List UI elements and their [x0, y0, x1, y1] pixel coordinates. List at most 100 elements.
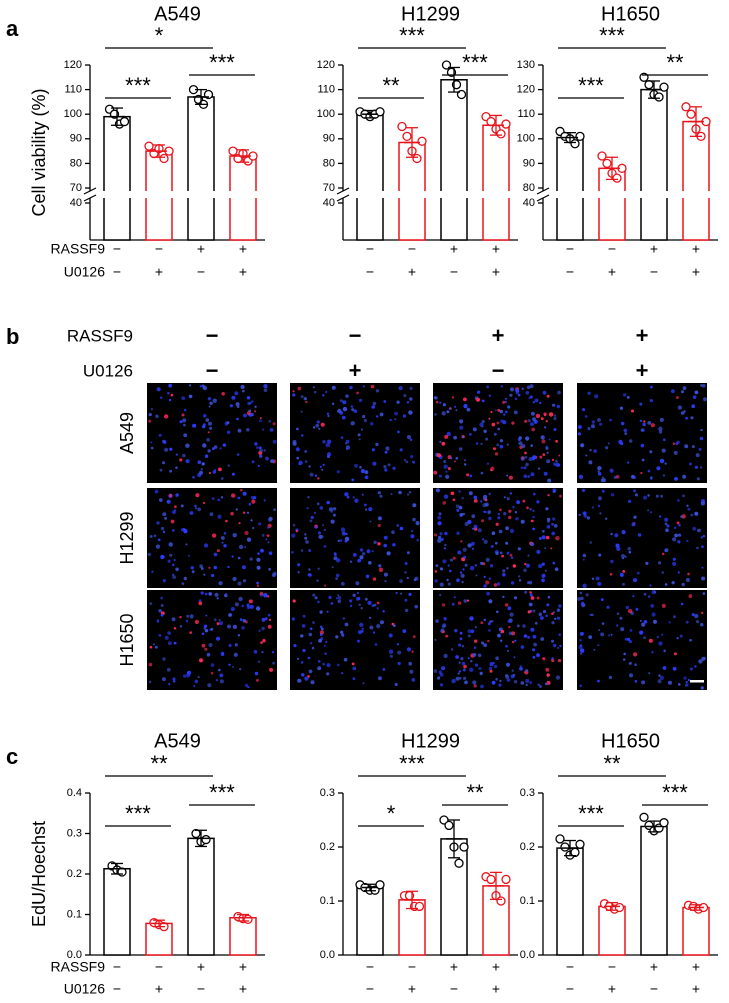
cell-nucleus [317, 666, 322, 671]
cell-nucleus [675, 442, 679, 446]
cell-nucleus [168, 398, 172, 402]
cell-nucleus [404, 598, 408, 602]
cell-nucleus [696, 546, 699, 550]
cell-nucleus [200, 468, 203, 471]
y-tick-label: 100 [317, 108, 335, 120]
cell-nucleus [259, 448, 263, 453]
cell-nucleus [557, 390, 561, 395]
cell-nucleus [557, 658, 562, 663]
cell-nucleus [598, 553, 602, 557]
cell-nucleus [509, 387, 515, 392]
cell-nucleus [597, 466, 602, 471]
cell-nucleus [208, 566, 211, 569]
cell-nucleus [584, 415, 588, 418]
cell-nucleus [212, 398, 217, 403]
cell-nucleus [701, 566, 704, 569]
cell-nucleus [199, 564, 203, 568]
cell-nucleus [441, 441, 446, 446]
cell-nucleus [591, 420, 595, 424]
cell-nucleus [556, 404, 560, 409]
cell-nucleus [359, 465, 362, 469]
cell-nucleus [582, 511, 587, 516]
cell-nucleus [207, 397, 212, 401]
cell-nucleus [221, 541, 224, 544]
cell-nucleus [262, 428, 265, 431]
cell-nucleus [579, 591, 583, 595]
cell-nucleus [248, 502, 252, 506]
cell-nucleus [296, 456, 300, 460]
cell-nucleus [408, 592, 412, 597]
cell-nucleus [213, 565, 217, 570]
cell-nucleus [530, 596, 535, 600]
cell-nucleus [507, 619, 511, 624]
cell-nucleus [475, 574, 478, 577]
cell-nucleus [246, 396, 251, 400]
cell-nucleus [433, 470, 438, 475]
cell-nucleus [314, 525, 318, 529]
chart-title: A549 [154, 730, 201, 752]
cell-nucleus [623, 652, 626, 656]
cell-nucleus [251, 460, 255, 464]
cell-nucleus [497, 408, 501, 412]
data-point [402, 131, 412, 141]
cell-nucleus [291, 551, 294, 554]
cell-nucleus [480, 684, 484, 689]
cell-nucleus [439, 401, 442, 404]
cell-nucleus [297, 386, 302, 391]
cell-nucleus [451, 603, 455, 606]
cell-nucleus [597, 470, 600, 473]
cell-nucleus [180, 504, 184, 508]
cell-nucleus [676, 521, 680, 525]
cell-nucleus [542, 530, 545, 533]
cell-nucleus [514, 639, 517, 642]
cell-nucleus [309, 642, 313, 645]
cell-nucleus [453, 596, 456, 599]
cell-nucleus [661, 633, 664, 636]
cell-nucleus [319, 633, 323, 637]
cell-nucleus [618, 439, 623, 444]
cell-nucleus [363, 419, 367, 423]
data-point [644, 80, 654, 90]
cell-nucleus [539, 455, 543, 459]
cell-nucleus [496, 610, 499, 614]
cell-nucleus [458, 643, 462, 647]
cell-nucleus [312, 621, 315, 624]
cell-nucleus [234, 391, 239, 396]
cell-nucleus [664, 548, 669, 553]
cell-nucleus [616, 546, 621, 552]
cell-nucleus [588, 460, 593, 465]
cell-nucleus [580, 644, 583, 647]
cell-nucleus [509, 612, 514, 617]
cell-nucleus [406, 551, 410, 555]
cell-nucleus [404, 562, 408, 565]
cell-nucleus [485, 557, 490, 562]
significance-label: ** [666, 50, 684, 75]
cell-nucleus [390, 493, 393, 496]
cell-nucleus [317, 660, 321, 663]
cell-nucleus [222, 443, 227, 447]
cell-nucleus [519, 665, 522, 668]
significance-label: *** [578, 73, 604, 98]
cell-nucleus [175, 493, 179, 497]
cell-nucleus [341, 531, 346, 536]
cell-nucleus [694, 390, 699, 395]
cell-nucleus [658, 674, 661, 677]
cell-nucleus [304, 536, 308, 540]
cell-nucleus [341, 415, 346, 420]
cell-nucleus [171, 529, 175, 532]
cell-nucleus [478, 667, 482, 670]
cell-nucleus [501, 629, 505, 634]
cell-nucleus [449, 456, 453, 460]
cell-nucleus [269, 428, 274, 432]
cell-nucleus [395, 591, 398, 595]
cell-nucleus [700, 536, 703, 539]
cell-nucleus [649, 511, 653, 514]
cell-nucleus [506, 678, 511, 682]
cell-nucleus [307, 675, 310, 678]
cell-nucleus [677, 499, 680, 502]
cell-nucleus [547, 478, 552, 483]
cell-nucleus [377, 676, 382, 681]
cell-nucleus [396, 400, 400, 404]
data-point [191, 828, 201, 839]
cell-nucleus [556, 608, 561, 612]
